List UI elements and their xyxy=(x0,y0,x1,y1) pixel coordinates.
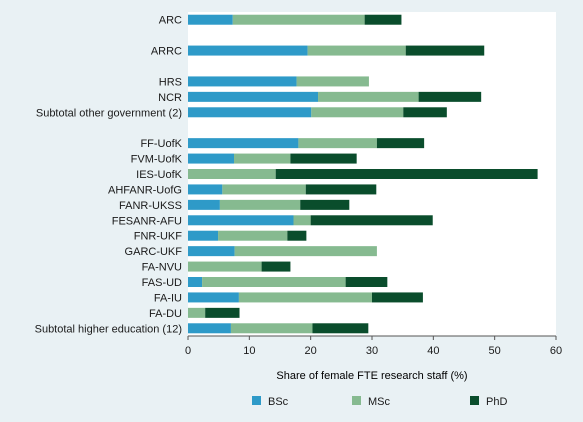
bar-segment xyxy=(188,153,234,164)
bar-segment xyxy=(418,91,482,102)
category-label: FESANR-AFU xyxy=(112,215,182,227)
bar-segment xyxy=(300,199,350,210)
x-axis: 0 10 20 30 40 50 60 xyxy=(185,335,562,357)
bar-segment xyxy=(238,292,372,303)
bar-segment xyxy=(188,107,312,118)
x-tick-label: 60 xyxy=(550,345,562,357)
bar-segment xyxy=(205,307,240,318)
bar-segment xyxy=(230,323,313,334)
x-tick-label: 50 xyxy=(489,345,501,357)
bar-segment xyxy=(307,45,406,56)
category-label: Subtotal other government (2) xyxy=(36,107,182,119)
bar-segment xyxy=(188,45,308,56)
bar-segment xyxy=(275,169,538,179)
legend-swatch xyxy=(470,396,479,405)
bar-segment xyxy=(188,199,220,210)
bar-segment xyxy=(219,199,301,210)
bar-segment xyxy=(305,184,377,195)
bar-segment xyxy=(202,277,346,287)
bar-segment xyxy=(318,91,419,102)
bar-segment xyxy=(296,76,369,87)
x-tick-label: 0 xyxy=(185,345,191,357)
category-labels: ARC ARRC HRS NCR Subtotal other government (… xyxy=(35,15,183,336)
bar-segment xyxy=(188,277,203,287)
x-tick-label: 10 xyxy=(243,345,255,357)
category-label: IES-UofK xyxy=(136,169,183,181)
bar-segment xyxy=(310,215,433,226)
legend: BSc MSc PhD xyxy=(252,396,507,408)
bar-segment xyxy=(290,153,357,164)
category-label: GARC-UKF xyxy=(125,246,183,258)
bar-segment xyxy=(293,215,311,226)
legend-swatch xyxy=(252,396,261,405)
bar-segment xyxy=(234,246,377,257)
bar-segment xyxy=(261,261,291,272)
bar-segment xyxy=(298,138,377,149)
category-label: FF-UofK xyxy=(140,138,182,150)
bar-segment xyxy=(218,230,288,241)
bar-segment xyxy=(188,246,235,257)
bar-segment xyxy=(345,277,388,287)
x-tick-label: 30 xyxy=(366,345,378,357)
bar-segment xyxy=(188,307,206,318)
category-label: FA-NVU xyxy=(142,262,182,274)
bar-segment xyxy=(222,184,306,195)
bar-segment xyxy=(188,215,294,226)
bar-segment xyxy=(364,14,402,25)
category-label: FA-IU xyxy=(154,292,182,304)
category-label: Subtotal higher education (12) xyxy=(35,323,182,335)
bar-segment xyxy=(188,292,239,303)
legend-swatch xyxy=(352,396,361,405)
category-label: FAS-UD xyxy=(142,277,182,289)
legend-label: BSc xyxy=(268,396,289,408)
bar-segment xyxy=(188,169,276,179)
category-label: NCR xyxy=(158,92,182,104)
bar-segment xyxy=(287,230,307,241)
category-label: ARRC xyxy=(151,46,182,58)
bars-layer xyxy=(188,14,538,334)
bar-segment xyxy=(376,138,425,149)
category-label: FA-DU xyxy=(149,308,182,320)
legend-label: PhD xyxy=(486,396,507,408)
bar-segment xyxy=(188,91,319,102)
bar-segment xyxy=(232,14,365,25)
bar-segment xyxy=(403,107,447,118)
category-label: HRS xyxy=(159,76,182,88)
x-tick-label: 40 xyxy=(427,345,439,357)
bar-segment xyxy=(372,292,423,303)
bar-segment xyxy=(188,323,231,334)
bar-segment xyxy=(188,184,223,195)
bar-segment xyxy=(188,230,219,241)
bar-segment xyxy=(311,107,404,118)
bar-segment xyxy=(405,45,485,56)
x-tick-label: 20 xyxy=(305,345,317,357)
category-label: AHFANR-UofG xyxy=(108,184,182,196)
bar-segment xyxy=(188,261,262,272)
category-label: FVM-UofK xyxy=(131,154,183,166)
legend-label: MSc xyxy=(368,396,391,408)
bar-segment xyxy=(234,153,291,164)
category-label: FNR-UKF xyxy=(134,231,183,243)
category-label: FANR-UKSS xyxy=(119,200,182,212)
bar-segment xyxy=(188,76,297,87)
bar-segment xyxy=(188,14,233,25)
bar-segment xyxy=(188,138,299,149)
category-label: ARC xyxy=(159,15,182,27)
x-axis-title: Share of female FTE research staff (%) xyxy=(276,370,467,382)
bar-segment xyxy=(312,323,369,334)
